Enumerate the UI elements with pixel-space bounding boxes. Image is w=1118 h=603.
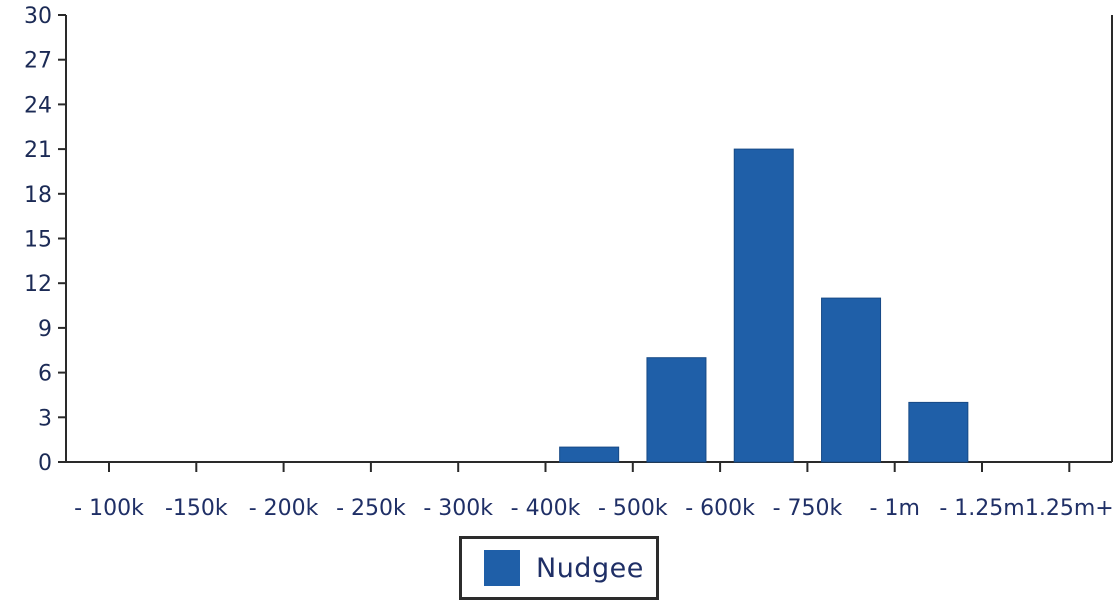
x-tick-label-1m: - 1m [870, 496, 920, 521]
x-tick-label-1.25m: - 1.25m [939, 496, 1024, 521]
x-tick-label-500k: - 500k [598, 496, 668, 521]
x-tick-label-400k: - 400k [511, 496, 581, 521]
x-tick-label-1.25m+: 1.25m+ [1025, 496, 1114, 521]
x-tick-label-300k: - 300k [423, 496, 493, 521]
x-tick-label-150k: -150k [165, 496, 228, 521]
x-tick-label-200k: - 200k [249, 496, 319, 521]
bar-500k [646, 357, 707, 463]
y-tick-label-3: 3 [38, 406, 52, 431]
x-tick-label-750k: - 750k [773, 496, 843, 521]
bar-chart: 0 3 6 9 12 15 18 21 24 27 30 - 100k -150k - 200k - 250… [24, 4, 1114, 521]
y-tick-label-30: 30 [24, 4, 52, 29]
y-tick-label-18: 18 [24, 183, 52, 208]
y-tick-label-12: 12 [24, 272, 52, 297]
bar-1m [908, 401, 969, 463]
y-tick-label-21: 21 [24, 138, 52, 163]
bar-400k [559, 446, 620, 463]
legend-swatch-nudgee [484, 550, 520, 586]
legend-label-nudgee: Nudgee [536, 552, 644, 584]
x-tick-label-600k: - 600k [685, 496, 755, 521]
x-tick-label-250k: - 250k [336, 496, 406, 521]
y-tick-label-9: 9 [38, 317, 52, 342]
y-tick-label-24: 24 [24, 93, 52, 118]
y-tick-label-27: 27 [24, 49, 52, 74]
legend: Nudgee [459, 536, 659, 600]
x-tick-label-100k: - 100k [74, 496, 144, 521]
bar-750k [821, 297, 882, 463]
y-tick-label-6: 6 [38, 362, 52, 387]
bar-600k [733, 148, 794, 463]
y-tick-label-0: 0 [38, 451, 52, 476]
y-tick-label-15: 15 [24, 228, 52, 253]
